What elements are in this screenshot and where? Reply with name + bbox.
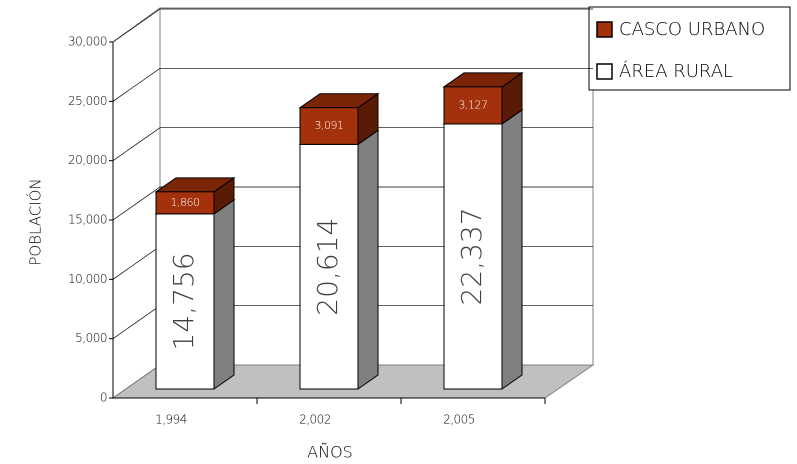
bar-segment (154, 176, 236, 215)
grid-line (112, 8, 593, 43)
value-label: 20,614 (311, 218, 344, 316)
legend-label: CASCO URBANO (619, 19, 765, 40)
y-tick-label: 15,000 (68, 213, 107, 227)
bar-side (501, 108, 523, 390)
bar-side (213, 198, 235, 390)
bar-segment (442, 108, 524, 390)
legend-swatch (596, 63, 613, 80)
y-tick-label: 25,000 (68, 94, 107, 108)
value-label: 3,091 (315, 119, 344, 132)
bar-front (155, 191, 215, 215)
bar-side (357, 129, 379, 390)
y-axis-title: POBLACIÓN (26, 178, 45, 265)
bar-segment (442, 71, 524, 125)
y-tick-label: 5,000 (75, 331, 107, 345)
x-tick-label: 2,005 (443, 413, 475, 427)
legend-label: ÁREA RURAL (619, 60, 733, 82)
bar-front (299, 143, 359, 390)
value-label: 14,756 (167, 252, 200, 350)
legend-swatch (596, 21, 613, 38)
x-tick-label: 1,994 (155, 413, 187, 427)
legend (588, 6, 791, 91)
y-tick-label: 30,000 (68, 35, 107, 49)
value-label: 22,337 (455, 207, 488, 305)
value-label: 1,860 (171, 196, 200, 209)
side-wall (112, 7, 161, 399)
bar-front (443, 86, 503, 125)
grid-line (112, 67, 593, 102)
bar-segment (298, 92, 380, 146)
y-tick-label: 0 (100, 391, 107, 405)
value-label: 3,127 (459, 98, 488, 111)
bar-front (155, 213, 215, 390)
bar-segment (298, 129, 380, 390)
y-tick-label: 20,000 (68, 153, 107, 167)
bar-front (299, 107, 359, 145)
bar-segment (154, 198, 236, 390)
bar-front (443, 123, 503, 390)
x-axis-title: AÑOS (307, 443, 353, 462)
y-tick-label: 10,000 (68, 272, 107, 286)
x-tick-label: 2,002 (299, 413, 331, 427)
